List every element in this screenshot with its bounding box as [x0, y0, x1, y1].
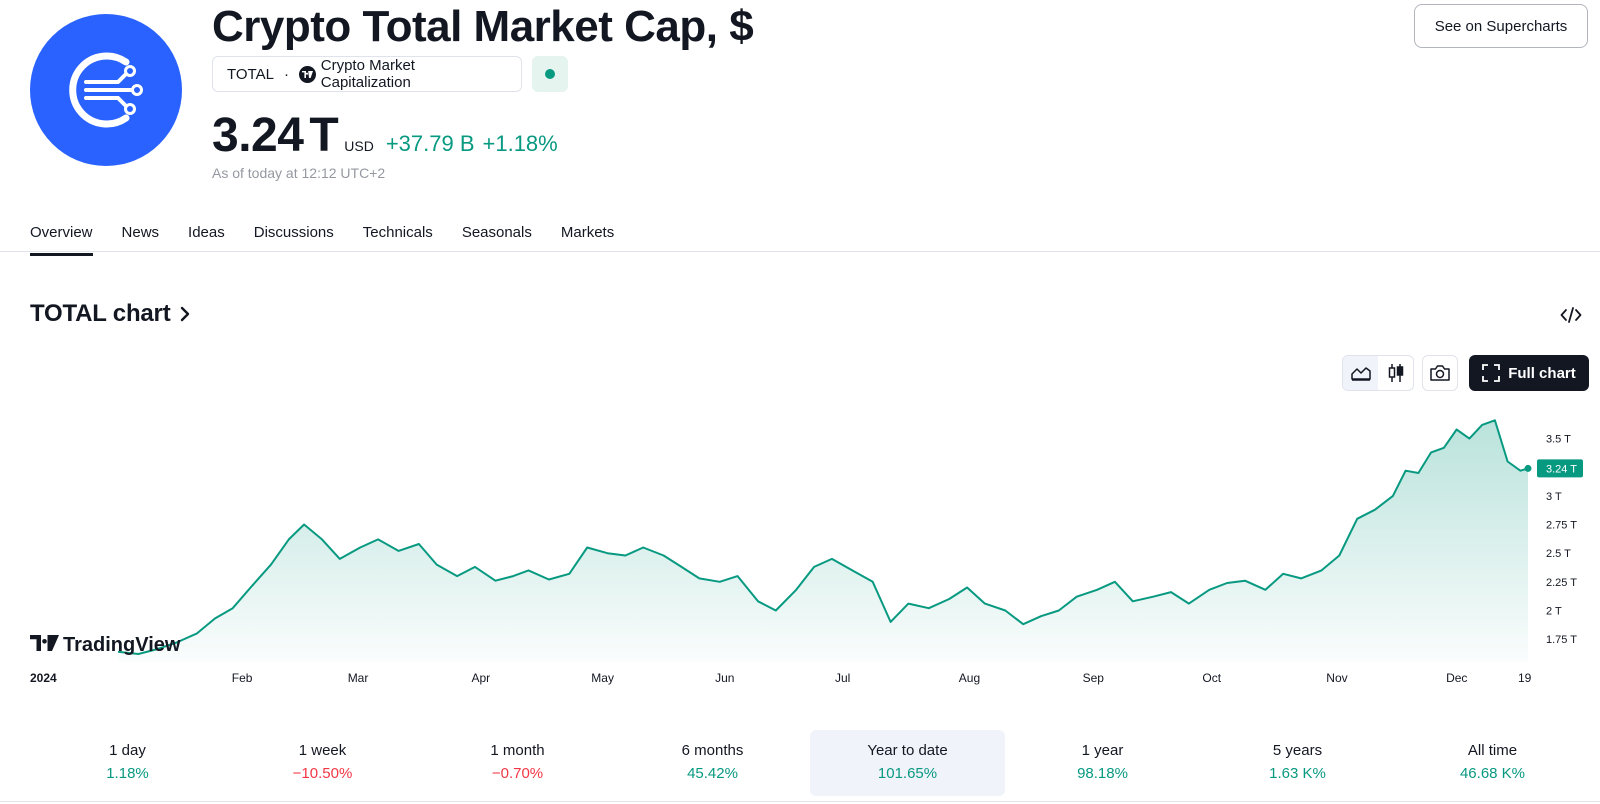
- chart-series-line: [117, 419, 1529, 655]
- market-cap-chart[interactable]: 1.75 T 2 T 2.25 T 2.5 T 2.75 T 3 T 3.5 T 3.24 T…: [0, 400, 1600, 700]
- y-tick-label: 1.75 T: [1546, 634, 1577, 646]
- tab-news[interactable]: News: [121, 224, 160, 241]
- candles-icon: [1388, 364, 1403, 382]
- page-title: Crypto Total Market Cap, $: [212, 2, 754, 51]
- period-5-years[interactable]: 5 years 1.63 K%: [1269, 742, 1326, 782]
- separator-dot: ·: [283, 65, 289, 83]
- tab-ideas[interactable]: Ideas: [188, 224, 225, 241]
- symbol-logo: [30, 14, 182, 166]
- x-tick-label: Feb: [232, 671, 253, 685]
- tab-discussions[interactable]: Discussions: [253, 224, 334, 241]
- x-tick-label: Jun: [715, 671, 734, 685]
- tradingview-watermark[interactable]: TradingView: [30, 634, 181, 656]
- tradingview-logo-icon: [30, 635, 59, 651]
- section-tabs: Overview News Ideas Discussions Technica…: [30, 216, 1600, 256]
- fullscreen-icon: [1482, 364, 1501, 382]
- last-price: 3.24 T: [212, 109, 339, 162]
- chart-area-fill: [118, 420, 1528, 662]
- price-change-percent: +1.18%: [482, 131, 558, 156]
- symbol-ticker: TOTAL: [227, 65, 274, 83]
- price-row: 3.24 T USD +37.79 B +1.18%: [212, 108, 566, 163]
- period-year-to-date[interactable]: Year to date 101.65%: [810, 730, 1005, 796]
- camera-icon: [1430, 365, 1450, 381]
- last-value-label: 3.24 T: [1546, 463, 1577, 475]
- candles-chart-button[interactable]: [1378, 356, 1413, 390]
- x-tick-label: Apr: [472, 671, 491, 685]
- x-tick-label: Jul: [835, 671, 850, 685]
- see-on-supercharts-button[interactable]: See on Supercharts: [1414, 4, 1588, 48]
- x-tick-label: 19: [1518, 671, 1532, 685]
- embed-code-icon[interactable]: [1560, 304, 1582, 326]
- period-1-year[interactable]: 1 year 98.18%: [1077, 742, 1128, 782]
- x-tick-label: Mar: [348, 671, 369, 685]
- chart-style-toggle: [1342, 355, 1414, 391]
- market-open-dot-icon: [545, 69, 555, 79]
- price-timestamp: As of today at 12:12 UTC+2: [212, 165, 386, 181]
- chevron-right-icon: [180, 306, 190, 322]
- tabs-divider: [0, 251, 1600, 252]
- performance-periods: 1 day 1.18% 1 week −10.50% 1 month −0.70…: [30, 730, 1590, 796]
- snapshot-button[interactable]: [1422, 355, 1458, 391]
- last-price-point: [1524, 464, 1532, 472]
- period-1-day[interactable]: 1 day 1.18%: [106, 742, 149, 782]
- x-tick-label: 2024: [30, 671, 57, 685]
- tab-markets[interactable]: Markets: [560, 224, 615, 241]
- tradingview-icon: [298, 65, 316, 83]
- chart-section-title[interactable]: TOTAL chart: [30, 300, 191, 328]
- area-chart-button[interactable]: [1343, 356, 1378, 390]
- tab-seasonals[interactable]: Seasonals: [461, 224, 532, 241]
- period-1-month[interactable]: 1 month −0.70%: [490, 742, 545, 782]
- x-tick-label: Aug: [959, 671, 980, 685]
- x-tick-label: Dec: [1446, 671, 1467, 685]
- tab-technicals[interactable]: Technicals: [362, 224, 433, 241]
- x-tick-label: Sep: [1083, 671, 1105, 685]
- symbol-chip[interactable]: TOTAL · Crypto Market Capitalization: [212, 56, 522, 92]
- x-tick-label: Nov: [1326, 671, 1347, 685]
- y-tick-label: 3 T: [1546, 491, 1562, 503]
- period-all-time[interactable]: All time 46.68 K%: [1459, 742, 1526, 782]
- period-1-week[interactable]: 1 week −10.50%: [292, 742, 353, 782]
- price-currency: USD: [344, 138, 374, 154]
- full-chart-button[interactable]: Full chart: [1469, 355, 1589, 391]
- period-6-months[interactable]: 6 months 45.42%: [681, 742, 744, 782]
- y-tick-label: 2.75 T: [1546, 520, 1577, 532]
- x-tick-label: Oct: [1202, 671, 1221, 685]
- y-tick-label: 2.25 T: [1546, 577, 1577, 589]
- bottom-divider: [0, 801, 1600, 802]
- tab-overview[interactable]: Overview: [30, 216, 93, 256]
- market-status-badge[interactable]: [532, 56, 568, 92]
- last-value-badge: [1537, 459, 1583, 478]
- price-change-absolute: +37.79 B: [385, 131, 475, 156]
- area-chart-icon: [1350, 367, 1371, 381]
- symbol-full-name: Crypto Market Capitalization: [320, 57, 415, 91]
- y-tick-label: 2.5 T: [1546, 548, 1571, 560]
- y-tick-label: 3.5 T: [1546, 434, 1571, 446]
- x-tick-label: May: [591, 671, 614, 685]
- tradingview-wordmark: TradingView: [63, 634, 181, 656]
- crypto-circuit-icon: [69, 52, 143, 128]
- y-tick-label: 2 T: [1546, 606, 1562, 618]
